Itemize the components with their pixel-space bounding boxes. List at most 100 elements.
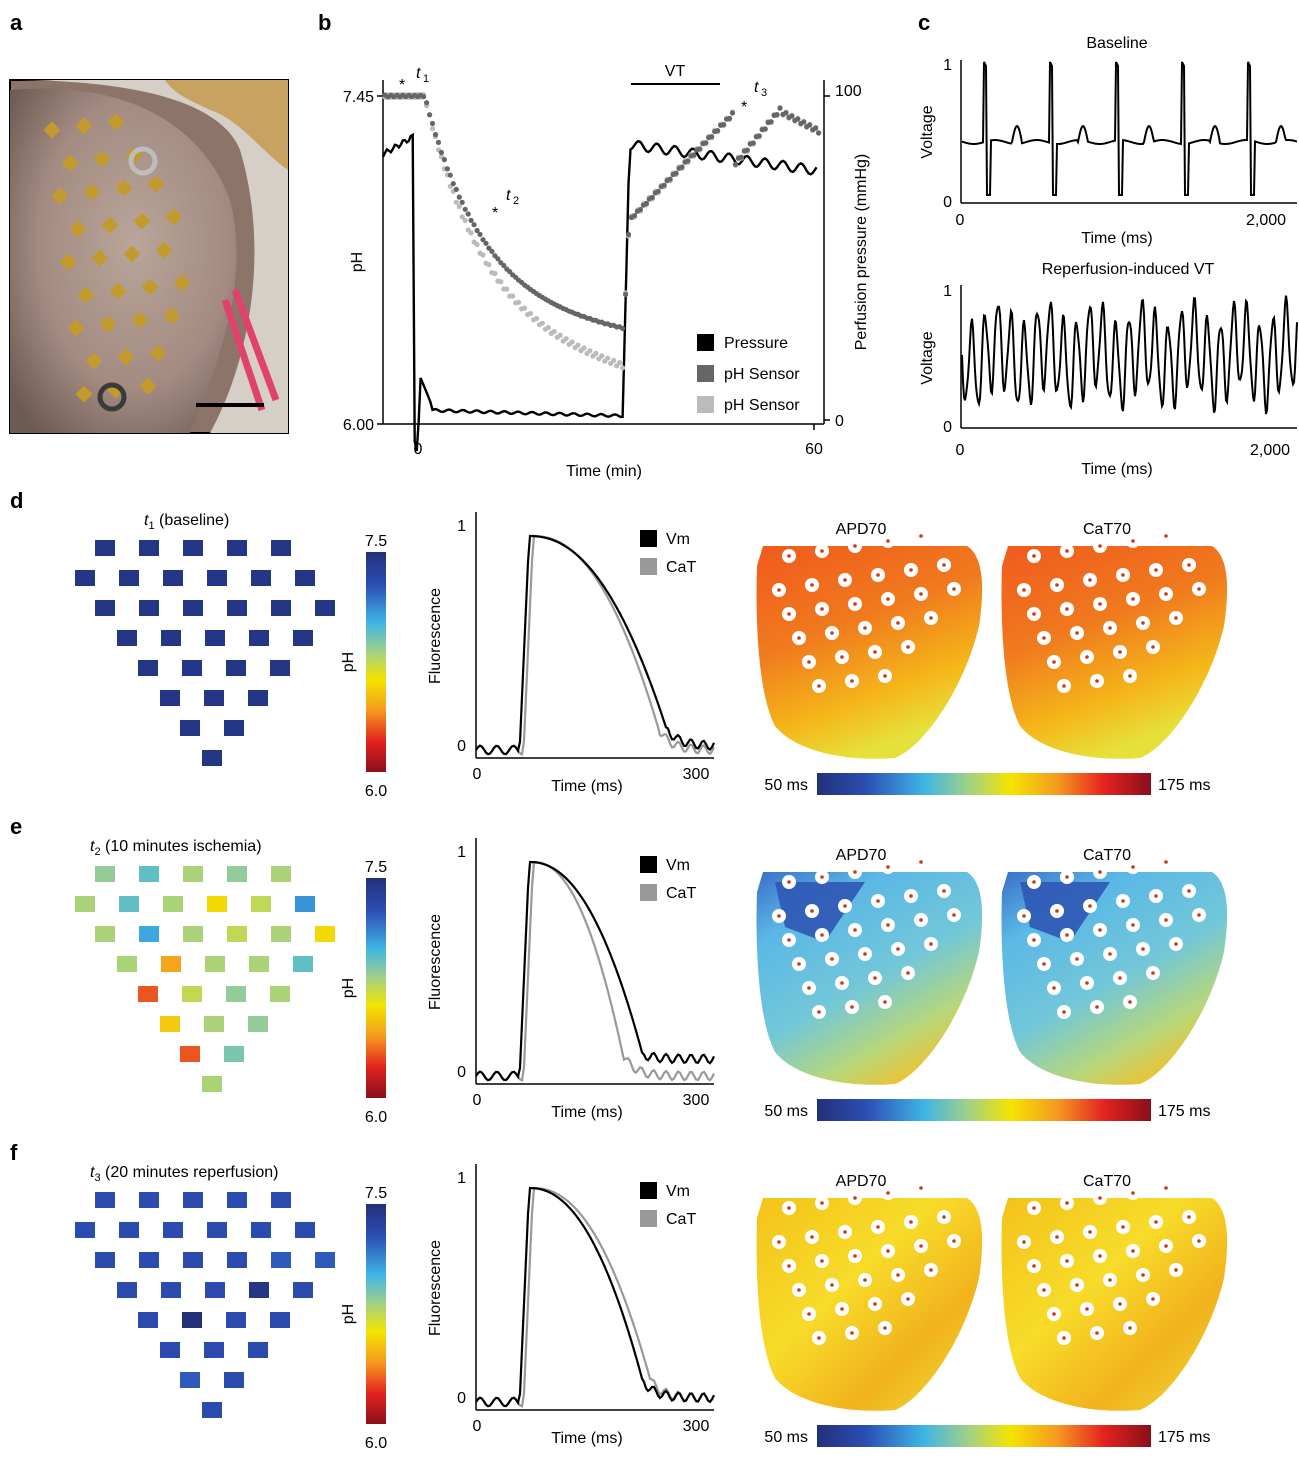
b-ph-sensor2-point	[533, 315, 540, 322]
map-electrode-center	[1151, 1297, 1155, 1301]
ph-electrode-cell	[139, 600, 159, 616]
b-ph-sensor1-point	[477, 231, 483, 237]
b-ph-sensor1-point	[762, 126, 768, 132]
map-electrode-center	[886, 865, 890, 869]
ph-electrode-cell	[271, 866, 291, 882]
ph-electrode-cell	[163, 570, 183, 586]
map-electrode-center	[929, 616, 933, 620]
b-ph-sensor1-point	[807, 122, 813, 128]
b-ph-sensor1-point	[661, 182, 667, 188]
map-electrode-center	[777, 1240, 781, 1244]
ph-electrode-cell	[270, 986, 290, 1002]
ph-electrode-cell	[139, 1192, 159, 1208]
map-electrode-center	[1154, 568, 1158, 572]
map-electrode-center	[1055, 583, 1059, 587]
ph-electrode-cell	[224, 720, 244, 736]
electrode-pad	[139, 377, 157, 395]
b-ph-sensor1-point	[447, 172, 453, 178]
map-electrode-center	[1121, 1225, 1125, 1229]
ph-electrode-cell	[227, 1252, 247, 1268]
b-ph-sensor1-point	[673, 170, 679, 176]
map-electrode-center	[843, 578, 847, 582]
map-electrode-center	[1108, 952, 1112, 956]
electrode-pad	[149, 344, 167, 362]
map-electrode-center	[1052, 660, 1056, 664]
map-electrode-center	[820, 1201, 824, 1205]
map-electrode-center	[1131, 597, 1135, 601]
row-title-sub: 1	[148, 520, 154, 532]
map-electrode-center	[1174, 616, 1178, 620]
c-bottom-yt0: 0	[943, 419, 952, 436]
ph-electrode-cell	[95, 1252, 115, 1268]
map-electrode-center	[840, 981, 844, 985]
ph-electrode-cell	[224, 1046, 244, 1062]
ph-electrode-cell	[248, 690, 268, 706]
map-electrode-center	[1197, 1239, 1201, 1243]
map-electrode-center	[1131, 923, 1135, 927]
map-electrode-center	[929, 942, 933, 946]
map-electrode-center	[853, 1254, 857, 1258]
map-electrode-center	[807, 986, 811, 990]
map-electrode-center	[873, 976, 877, 980]
c-vt-trace	[961, 295, 1298, 415]
ph-electrode-cell	[271, 600, 291, 616]
row-title: t3 (20 minutes reperfusion)	[90, 1164, 278, 1184]
b-y2tick-top: 100	[835, 83, 862, 100]
map-electrode-center	[919, 592, 923, 596]
map-electrode-center	[807, 660, 811, 664]
map-electrode-center	[1128, 1000, 1132, 1004]
b-ph-sensor2-point	[462, 217, 468, 223]
map-electrode-center	[1121, 573, 1125, 577]
trace-yt0: 0	[457, 1064, 466, 1081]
b-ph-sensor2-point	[587, 348, 593, 354]
b-marker-t3-sub: 3	[761, 87, 767, 99]
map-electrode-center	[896, 947, 900, 951]
b-xtick-right: 60	[805, 441, 823, 458]
map-electrode-center	[817, 684, 821, 688]
b-ph-sensor1-point	[667, 176, 673, 182]
row-e: t2 (10 minutes ischemia) 7.5 6.0 pH 1 00 300 Ti…	[75, 838, 1228, 1126]
b-ph-sensor1-point	[489, 248, 495, 254]
ph-electrode-cell	[180, 1046, 200, 1062]
map-region-low	[1020, 882, 1110, 942]
map-electrode-center	[906, 1297, 910, 1301]
row-title: t2 (10 minutes ischemia)	[90, 838, 262, 858]
electrode-pad	[69, 220, 87, 238]
map-electrode-center	[1164, 592, 1168, 596]
map-electrode-center	[1118, 650, 1122, 654]
b-ph-sensor2-point	[611, 357, 617, 363]
ph-electrode-cell	[138, 660, 158, 676]
b-legend-pressure: Pressure	[724, 335, 788, 352]
b-ph-sensor2-point	[620, 365, 626, 371]
b-ph-sensor1-point	[432, 131, 439, 138]
panel-b-chart: 7.45 6.00 100 0 0 60 Time (min) pH Perfu…	[343, 63, 870, 480]
map-electrode-center	[1062, 684, 1066, 688]
map-electrode-center	[797, 636, 801, 640]
map-electrode-center	[1075, 1283, 1079, 1287]
b-ph-sensor2-point	[492, 270, 498, 277]
b-ph-sensor1-point	[732, 161, 739, 167]
b-ph-sensor2-point	[516, 299, 522, 305]
b-ph-sensor2-point	[522, 305, 528, 311]
ph-electrode-cell	[182, 1312, 202, 1328]
electrode-pad	[117, 348, 135, 366]
b-ph-sensor1-point	[631, 213, 638, 219]
row-title-rest: (20 minutes reperfusion)	[101, 1164, 279, 1181]
map-electrode-center	[1131, 1249, 1135, 1253]
legend-swatch-vm	[640, 530, 657, 547]
map-electrode-center	[919, 860, 923, 864]
map-electrode-center	[1085, 981, 1089, 985]
ph-electrode-cell	[295, 1222, 315, 1238]
map-electrode-center	[1131, 865, 1135, 869]
trace-yt1: 1	[457, 518, 466, 535]
map-electrode-center	[843, 904, 847, 908]
map-electrode-center	[883, 1000, 887, 1004]
c-bottom-title: Reperfusion-induced VT	[1042, 261, 1215, 278]
map-title-right: CaT70	[1083, 1173, 1131, 1190]
b-ph-sensor2-point	[456, 203, 462, 210]
b-legend-swatch-sensor1	[697, 365, 714, 382]
trace-yt0: 0	[457, 738, 466, 755]
map-electrode-center	[1085, 655, 1089, 659]
map-electrode-center	[853, 544, 857, 548]
map-electrode-center	[876, 573, 880, 577]
